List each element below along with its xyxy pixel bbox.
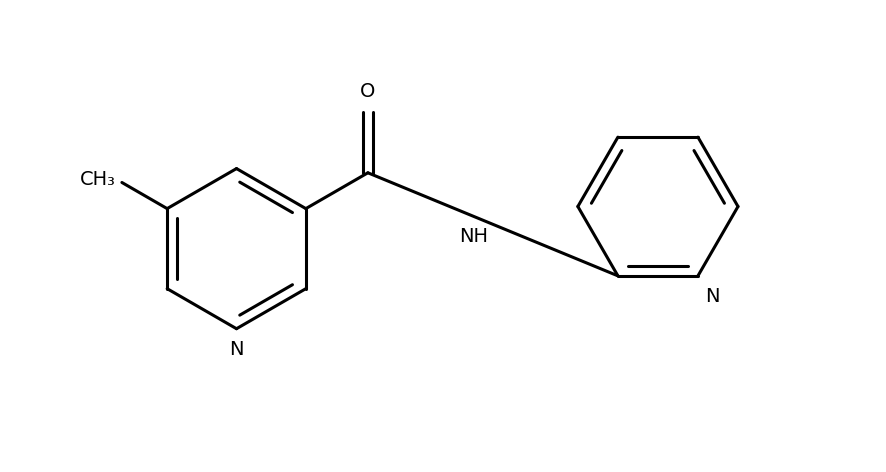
Text: CH₃: CH₃ [80,170,116,189]
Text: N: N [705,287,720,306]
Text: N: N [229,340,244,359]
Text: NH: NH [459,227,488,246]
Text: O: O [361,82,376,101]
